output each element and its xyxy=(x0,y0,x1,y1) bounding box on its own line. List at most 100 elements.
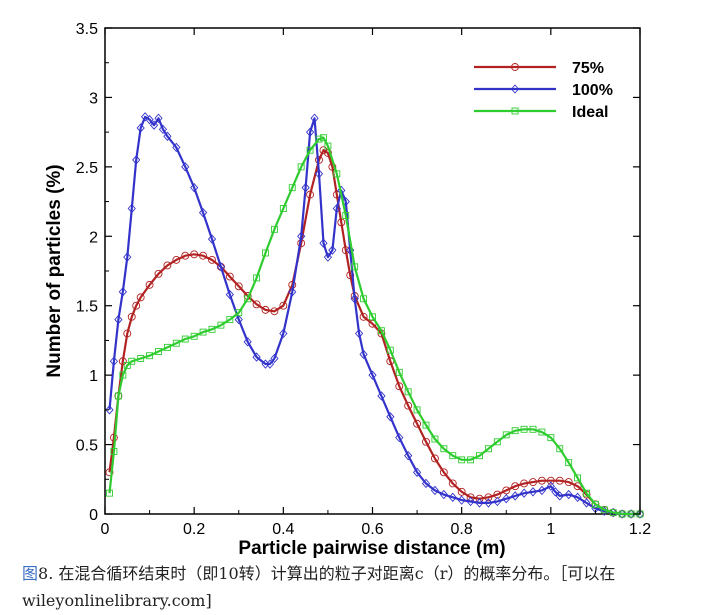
data-point xyxy=(564,478,573,487)
data-point xyxy=(484,498,493,508)
data-point xyxy=(609,509,617,517)
x-tick-label: 1.2 xyxy=(629,521,651,538)
x-tick-label: 0.4 xyxy=(272,521,294,538)
series-0 xyxy=(105,146,644,518)
data-point xyxy=(413,419,422,428)
data-point xyxy=(529,478,537,487)
data-point xyxy=(136,123,145,133)
data-point xyxy=(422,421,430,429)
data-point xyxy=(448,479,457,488)
data-point xyxy=(158,124,168,135)
data-point xyxy=(217,321,225,329)
data-point xyxy=(149,120,159,130)
data-point xyxy=(511,427,519,435)
data-point xyxy=(547,434,555,442)
data-point xyxy=(395,432,404,443)
data-point xyxy=(279,205,287,212)
figure-caption: 图8. 在混合循环结束时（即10转）计算出的粒子对距离c（r）的概率分布。［可以… xyxy=(22,560,692,614)
data-point xyxy=(105,405,114,415)
y-tick-label: 0 xyxy=(89,507,98,524)
data-point xyxy=(225,289,234,300)
x-tick-label: 0 xyxy=(101,521,110,538)
data-point xyxy=(556,445,564,453)
data-point xyxy=(626,509,636,519)
data-point xyxy=(511,482,520,491)
data-point xyxy=(123,252,132,262)
y-tick-label: 2.5 xyxy=(76,160,98,177)
data-point xyxy=(310,113,319,123)
legend-marker xyxy=(510,84,520,94)
chart: 0 0.2 0.4 0.6 0.8 1 1.2 0 0.5 1 1.5 2 2.5 3 3.5 Parti… xyxy=(44,21,651,559)
data-point xyxy=(253,274,261,282)
data-point xyxy=(172,339,180,347)
data-point xyxy=(114,314,123,325)
legend-marker xyxy=(511,63,519,71)
data-point xyxy=(600,506,608,514)
data-point xyxy=(386,346,394,354)
data-point xyxy=(484,445,492,453)
data-point xyxy=(395,382,404,391)
data-point xyxy=(137,355,145,362)
data-point xyxy=(216,262,226,272)
data-point xyxy=(467,456,475,464)
plot-area: 0 0.2 0.4 0.6 0.8 1 1.2 0 0.5 1 1.5 2 2.5 3 3.5 xyxy=(76,21,651,538)
legend-marker xyxy=(511,107,519,115)
data-point xyxy=(430,454,439,463)
data-point xyxy=(234,314,243,325)
data-point xyxy=(319,238,328,248)
data-point xyxy=(145,280,154,289)
data-point xyxy=(360,295,368,303)
data-point xyxy=(546,481,555,491)
data-point xyxy=(320,134,327,142)
data-point xyxy=(511,491,520,501)
data-point xyxy=(573,492,582,503)
data-point xyxy=(207,234,217,244)
data-point xyxy=(198,207,208,218)
data-point xyxy=(190,183,199,193)
data-point xyxy=(439,468,448,477)
data-point xyxy=(431,435,439,443)
y-axis-ticks: 0 0.5 1 1.5 2 2.5 3 3.5 xyxy=(76,21,640,524)
series-2 xyxy=(106,134,644,518)
data-point xyxy=(235,309,243,317)
data-point xyxy=(123,329,132,338)
data-point xyxy=(324,142,332,150)
data-point xyxy=(118,357,127,366)
data-point xyxy=(404,401,413,410)
data-point xyxy=(190,250,199,259)
series-line xyxy=(108,149,640,516)
data-point xyxy=(279,301,288,310)
data-point xyxy=(109,356,119,366)
data-point xyxy=(132,301,141,310)
data-point xyxy=(475,498,484,508)
data-point xyxy=(359,312,368,321)
data-point xyxy=(181,162,190,172)
data-point xyxy=(226,316,234,324)
y-tick-label: 3.5 xyxy=(76,21,98,38)
data-point xyxy=(328,245,337,255)
legend: 75% 100% Ideal xyxy=(474,60,613,121)
data-point xyxy=(262,249,269,257)
data-point xyxy=(404,388,412,396)
data-point xyxy=(346,271,355,280)
x-axis-ticks: 0 0.2 0.4 0.6 0.8 1 1.2 xyxy=(101,28,651,538)
data-point xyxy=(270,307,279,316)
data-point xyxy=(301,183,310,193)
data-point xyxy=(457,487,466,496)
data-point xyxy=(163,261,172,270)
caption-text: 8. 在混合循环结束时（即10转）计算出的粒子对距离c（r）的概率分布。［可以在… xyxy=(22,564,616,610)
data-point xyxy=(537,485,547,496)
data-point xyxy=(252,300,261,309)
y-tick-label: 1 xyxy=(89,368,98,385)
data-point xyxy=(288,287,297,297)
data-point xyxy=(243,337,252,347)
data-point xyxy=(261,305,270,314)
data-point xyxy=(421,478,431,489)
data-point xyxy=(105,468,114,477)
data-point xyxy=(225,272,234,281)
data-point xyxy=(635,509,645,519)
data-point xyxy=(181,251,190,260)
caption-figure-prefix: 图 xyxy=(22,564,39,583)
data-point xyxy=(305,127,315,137)
data-point xyxy=(252,352,261,362)
